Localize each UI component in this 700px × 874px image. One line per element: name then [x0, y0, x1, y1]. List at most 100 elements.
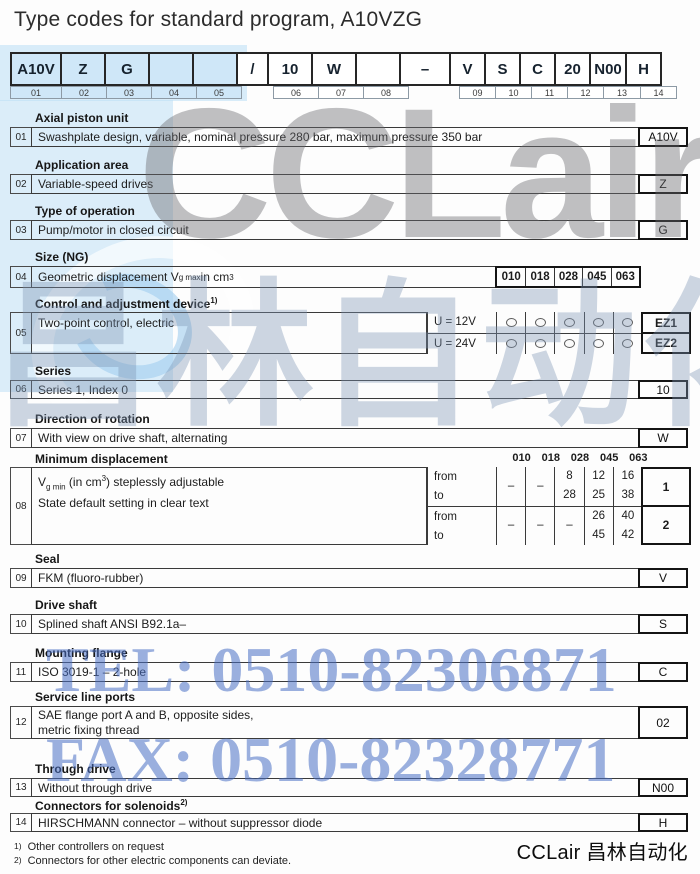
- header-footnote-marker: 1): [210, 296, 218, 305]
- value-cell: 12 25: [583, 467, 613, 506]
- row-number: 02: [10, 174, 32, 194]
- size-label: 010: [512, 452, 531, 464]
- value-from: 8: [566, 470, 573, 483]
- availability-cell: [496, 312, 525, 333]
- type-code-position-row: 01 02 03 04 05 06 07 08 09 10 11 12 13 1…: [10, 86, 677, 99]
- value-row: – – – 26 45 40 42: [496, 505, 642, 545]
- size-label: 045: [599, 452, 619, 464]
- row-description: HIRSCHMANN connector – without suppresso…: [31, 813, 639, 832]
- row-connectors: 14 HIRSCHMANN connector – without suppre…: [10, 813, 688, 832]
- available-circle-icon: [622, 317, 634, 327]
- row-description: With view on drive shaft, alternating: [31, 428, 639, 448]
- value-dash: –: [537, 519, 544, 532]
- row-number: 10: [10, 614, 32, 634]
- type-code-cell: Z: [60, 52, 106, 86]
- control-code-column: EZ1 EZ2: [641, 312, 691, 354]
- availability-row: [496, 312, 642, 333]
- available-circle-icon: [622, 339, 634, 349]
- position-number: 02: [61, 86, 107, 99]
- value-row: – – 8 28 12 25 16 38: [496, 467, 642, 506]
- row-number: 05: [10, 312, 32, 354]
- desc-text: in cm: [200, 270, 230, 284]
- row-description: Without through drive: [31, 778, 639, 797]
- position-number: 08: [363, 86, 409, 99]
- footnote-text: Connectors for other electric components…: [27, 855, 292, 867]
- value-dash: –: [507, 479, 515, 492]
- value-from: 16: [621, 470, 635, 483]
- section-header-min-displacement: Minimum displacement: [35, 452, 168, 466]
- type-code-cell: /: [236, 52, 269, 86]
- from-label: from: [434, 511, 457, 523]
- desc-text: (in cm: [65, 475, 102, 489]
- row-code: W: [638, 428, 688, 448]
- footnote-2: 2) Connectors for other electric componen…: [14, 855, 291, 867]
- available-circle-icon: [593, 317, 605, 327]
- position-number: 14: [640, 86, 677, 99]
- row-description: FKM (fluoro-rubber): [31, 568, 639, 588]
- voltage-column: U = 12V U = 24V: [427, 312, 496, 354]
- availability-cell: [525, 333, 554, 354]
- section-header-application: Application area: [35, 158, 129, 172]
- value-cell: –: [496, 506, 525, 545]
- value-cell: 40 42: [612, 506, 642, 545]
- availability-cell: [496, 333, 525, 354]
- row-axial: 01 Swashplate design, variable, nominal …: [10, 127, 688, 147]
- size-code: 063: [610, 268, 639, 286]
- position-number: 10: [495, 86, 532, 99]
- brand-footer: CCLair 昌林自动化: [516, 842, 688, 864]
- size-code: 010: [501, 271, 521, 283]
- row-description: Two-point control, electric: [31, 312, 427, 354]
- footnote-marker: 1): [14, 841, 22, 851]
- type-code-cell: C: [519, 52, 556, 86]
- from-label: from: [434, 471, 457, 483]
- row-min-displacement: 08 Vg min (in cm3) steplessly adjustable…: [10, 467, 691, 545]
- availability-grid: [496, 312, 642, 354]
- section-header-control: Control and adjustment device1): [35, 296, 217, 311]
- section-header-seal: Seal: [35, 552, 60, 566]
- position-number: 12: [567, 86, 604, 99]
- row-operation: 03 Pump/motor in closed circuit G: [10, 220, 688, 240]
- section-header-rotation: Direction of rotation: [35, 412, 150, 426]
- type-code-cell: A10V: [10, 52, 62, 86]
- value-cell: 16 38: [612, 467, 642, 506]
- value-cell: 8 28: [554, 467, 583, 506]
- available-circle-icon: [563, 339, 575, 349]
- type-code-cell: 20: [554, 52, 591, 86]
- size-code: 045: [582, 268, 610, 286]
- row-rotation: 07 With view on drive shaft, alternating…: [10, 428, 688, 448]
- from-to-group: from to: [428, 506, 496, 546]
- page-title: Type codes for standard program, A10VZG: [14, 8, 423, 31]
- footnote-text: Other controllers on request: [27, 841, 164, 853]
- row-description: Vg min (in cm3) steplessly adjustable St…: [31, 467, 427, 545]
- section-header-size: Size (NG): [35, 250, 89, 264]
- value-cell: –: [554, 506, 583, 545]
- available-circle-icon: [563, 317, 575, 327]
- min-displacement-values: – – 8 28 12 25 16 38 – – – 26 45 40 42: [496, 467, 642, 545]
- row-code: Z: [638, 174, 688, 194]
- from-to-group: from to: [428, 467, 496, 506]
- section-header-connectors: Connectors for solenoids2): [35, 798, 187, 813]
- desc-superscript: 3: [229, 272, 234, 282]
- size-code: 018: [525, 268, 553, 286]
- footnote-marker: 2): [14, 855, 22, 865]
- desc-superscript: 3: [101, 474, 107, 483]
- row-code: 02: [638, 706, 688, 739]
- desc-text-line2: State default setting in clear text: [38, 496, 209, 511]
- header-text: Control and adjustment device: [35, 297, 211, 311]
- row-through-drive: 13 Without through drive N00: [10, 778, 688, 797]
- row-code: N00: [638, 778, 688, 797]
- type-code-cell: [355, 52, 401, 86]
- row-control: 05 Two-point control, electric U = 12V U…: [10, 312, 691, 354]
- type-code-cell: G: [104, 52, 150, 86]
- available-circle-icon: [505, 339, 517, 349]
- availability-cell: [554, 312, 583, 333]
- row-series: 06 Series 1, Index 0 10: [10, 380, 688, 399]
- type-code-table: A10V Z G / 10 W – V S C 20 N00 H: [10, 52, 662, 86]
- to-label: to: [434, 530, 444, 542]
- value-dash: –: [507, 519, 515, 532]
- value-to: 38: [621, 489, 635, 502]
- value-to: 25: [592, 489, 606, 502]
- row-number: 12: [10, 706, 32, 739]
- position-number: 05: [196, 86, 242, 99]
